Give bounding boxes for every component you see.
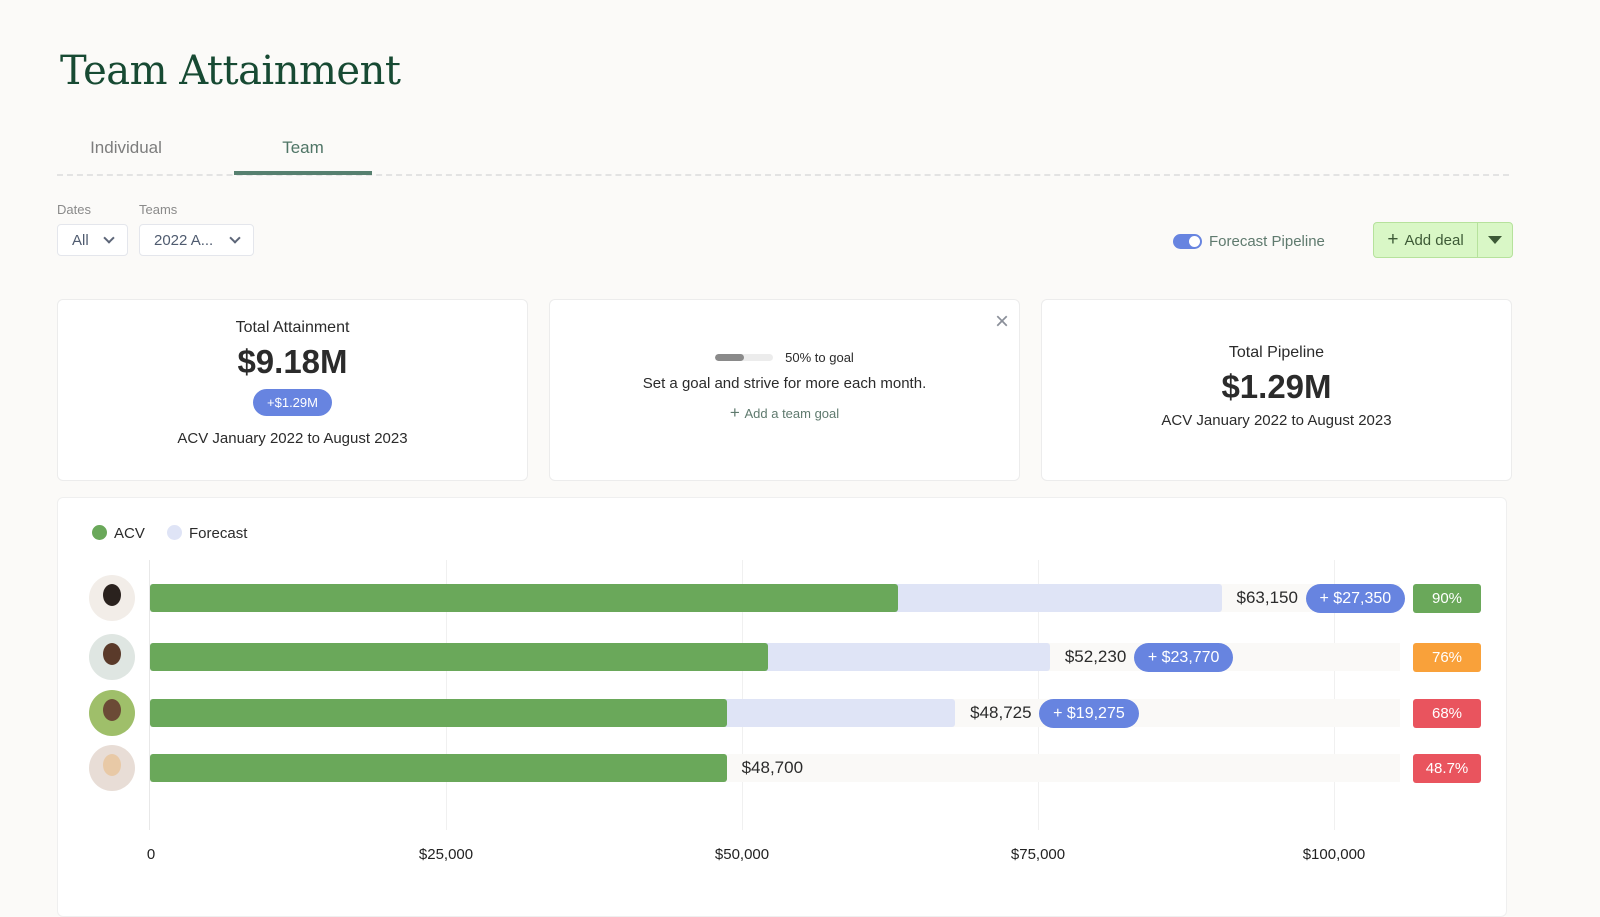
total-pipeline-card: Total Pipeline $1.29M ACV January 2022 t… [1041, 299, 1512, 481]
tab-team[interactable]: Team [282, 138, 324, 157]
caret-down-icon [1488, 236, 1502, 244]
attainment-delta-badge: +$1.29M [253, 389, 332, 416]
gridline [446, 560, 447, 830]
x-tick-label: $25,000 [418, 846, 474, 863]
avatar [89, 575, 135, 621]
attainment-percent-badge: 90% [1413, 584, 1481, 613]
forecast-pipeline-label: Forecast Pipeline [1209, 233, 1325, 250]
avatar [89, 745, 135, 791]
gridline [1038, 560, 1039, 830]
x-tick-label: $100,000 [1302, 846, 1366, 863]
card-title: Total Pipeline [1228, 344, 1325, 361]
add-team-goal-label: Add a team goal [744, 406, 840, 421]
acv-bar [150, 584, 898, 612]
forecast-badge: + $23,770 [1133, 643, 1234, 672]
legend-acv: ACV [114, 525, 145, 542]
plus-icon: + [1387, 229, 1399, 250]
team-goal-card: × 50% to goal Set a goal and strive for … [549, 299, 1020, 481]
add-deal-label: Add deal [1404, 231, 1464, 249]
forecast-badge: + $19,275 [1039, 699, 1139, 728]
avatar [89, 690, 135, 736]
chevron-down-icon [229, 232, 241, 244]
teams-label: Teams [139, 202, 178, 217]
forecast-pipeline-toggle[interactable] [1173, 234, 1202, 249]
tab-divider [57, 174, 1509, 176]
avatar [89, 634, 135, 680]
dates-value: All [72, 231, 89, 249]
attainment-percent-badge: 76% [1413, 643, 1481, 672]
close-icon[interactable]: × [994, 308, 1009, 335]
goal-text: Set a goal and strive for more each mont… [642, 375, 927, 392]
avatar-face [103, 754, 121, 776]
x-tick-label: 0 [146, 846, 156, 863]
goal-progress-label: 50% to goal [785, 350, 854, 365]
acv-value-label: $48,700 [741, 758, 804, 777]
x-tick-label: $75,000 [1010, 846, 1066, 863]
add-deal-button[interactable]: + Add deal [1374, 223, 1477, 257]
card-subtitle: ACV January 2022 to August 2023 [177, 430, 408, 447]
gridline [1334, 560, 1335, 830]
dates-select[interactable]: All [57, 224, 128, 256]
add-team-goal-link[interactable]: + Add a team goal [550, 403, 1019, 423]
avatar-face [103, 643, 121, 665]
active-tab-indicator [234, 171, 372, 175]
tab-individual[interactable]: Individual [90, 138, 162, 157]
acv-bar [150, 699, 727, 727]
legend-acv-swatch [92, 525, 107, 540]
forecast-badge: + $27,350 [1305, 584, 1406, 613]
attainment-value: $9.18M [237, 343, 348, 380]
attainment-percent-badge: 48.7% [1413, 754, 1481, 783]
card-title: Total Attainment [235, 319, 350, 336]
acv-bar [150, 754, 727, 782]
goal-progress-bar [715, 354, 774, 361]
avatar-face [103, 699, 121, 721]
add-deal-split-button: + Add deal [1373, 222, 1513, 258]
acv-value-label: $52,230 [1064, 647, 1127, 666]
acv-value-label: $48,725 [970, 703, 1032, 722]
gridline [742, 560, 743, 830]
page-title: Team Attainment [60, 48, 401, 94]
chart-legend: ACV Forecast [92, 525, 247, 542]
legend-forecast: Forecast [189, 525, 248, 542]
avatar-face [103, 584, 121, 606]
card-subtitle: ACV January 2022 to August 2023 [1161, 412, 1392, 429]
acv-value-label: $63,150 [1236, 588, 1298, 607]
teams-select[interactable]: 2022 A... [139, 224, 254, 256]
dates-label: Dates [57, 202, 91, 217]
plus-icon: + [729, 403, 745, 422]
add-deal-dropdown[interactable] [1477, 223, 1512, 257]
x-tick-label: $50,000 [714, 846, 770, 863]
chevron-down-icon [103, 232, 115, 244]
total-attainment-card: Total Attainment $9.18M +$1.29M ACV Janu… [57, 299, 528, 481]
pipeline-value: $1.29M [1221, 368, 1332, 405]
attainment-percent-badge: 68% [1413, 699, 1481, 728]
legend-forecast-swatch [167, 525, 183, 540]
y-axis-line [149, 560, 150, 830]
acv-bar [150, 643, 769, 671]
teams-value: 2022 A... [154, 231, 214, 249]
